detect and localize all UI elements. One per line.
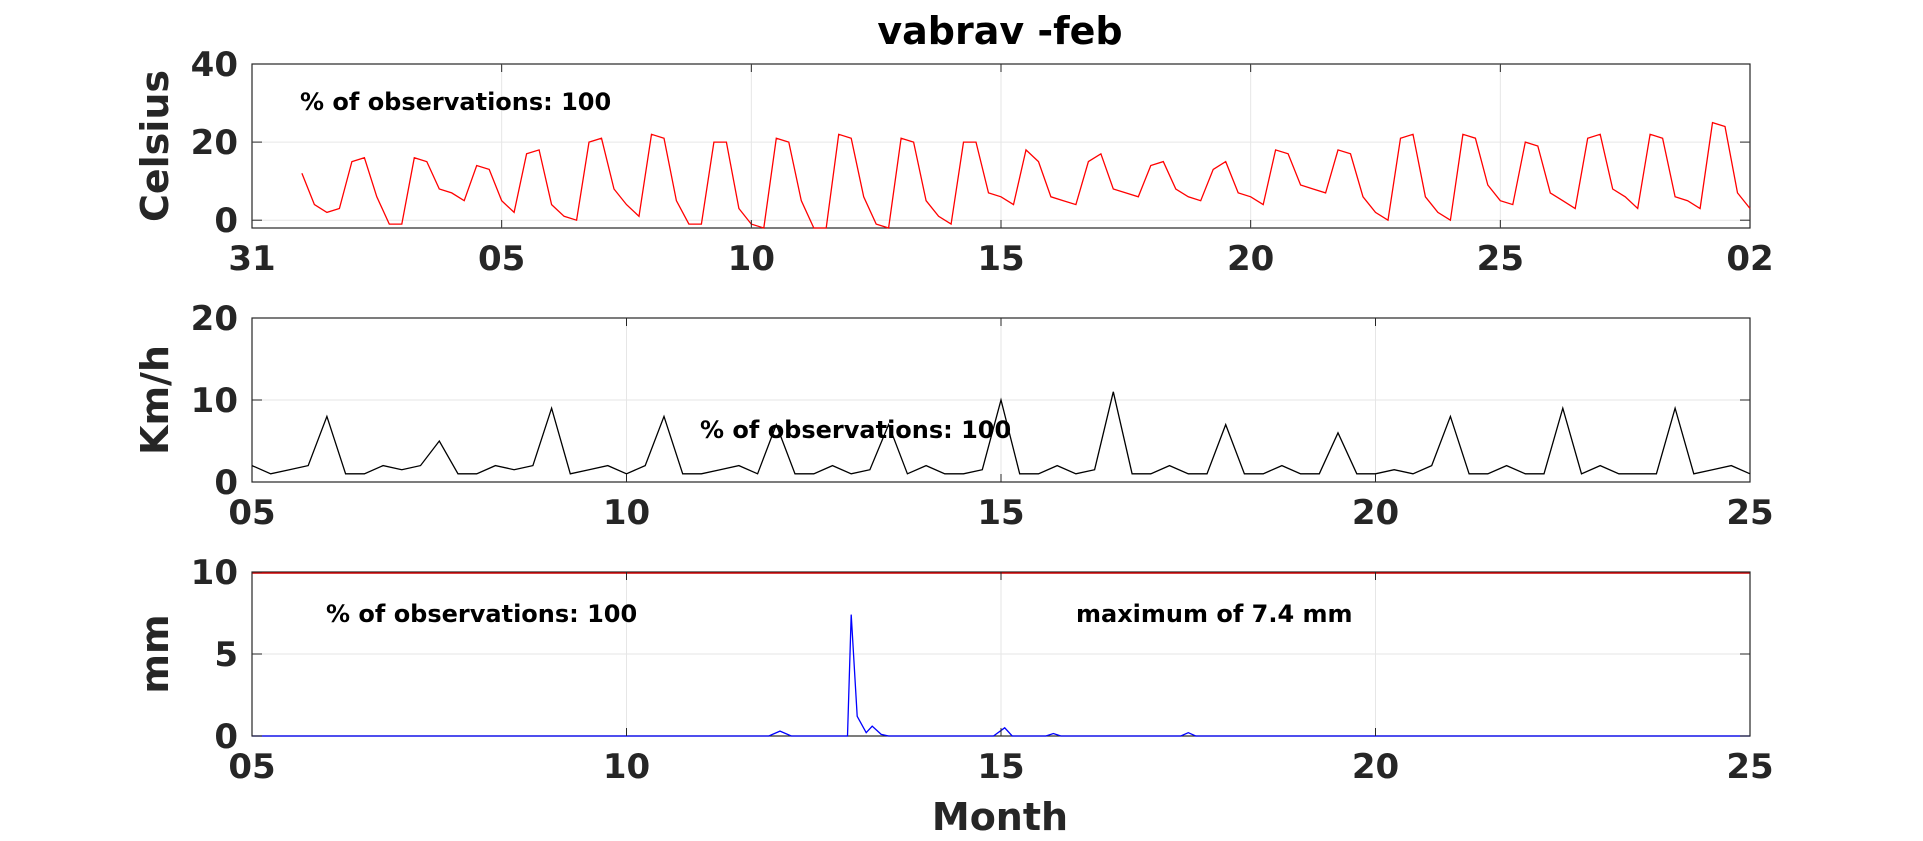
x-tick-label: 20 bbox=[1227, 239, 1274, 279]
x-tick-label: 05 bbox=[478, 239, 525, 279]
y-tick-label: 10 bbox=[191, 553, 238, 593]
x-tick-label: 10 bbox=[728, 239, 775, 279]
wind-series-line bbox=[251, 391, 1751, 475]
x-tick-label: 25 bbox=[1477, 239, 1524, 279]
observations-annotation-temperature: % of observations: 100 bbox=[300, 88, 611, 116]
y-tick-label: 20 bbox=[191, 299, 238, 339]
x-tick-labels-wind: 05 10 15 20 25 bbox=[228, 318, 1774, 533]
grid-precipitation bbox=[252, 572, 1750, 736]
x-tick-labels-temperature: 31 05 10 15 20 25 02 bbox=[228, 64, 1774, 279]
temperature-series-line bbox=[301, 121, 1751, 229]
x-tick-label: 05 bbox=[228, 747, 275, 787]
y-tick-labels-temperature: 0 20 40 bbox=[191, 45, 1750, 241]
figure-title: vabrav -feb bbox=[877, 9, 1122, 53]
y-tick-label: 0 bbox=[214, 201, 238, 241]
x-axis-label-month: Month bbox=[932, 795, 1068, 839]
x-tick-label: 25 bbox=[1726, 493, 1773, 533]
x-tick-label: 20 bbox=[1352, 493, 1399, 533]
y-tick-label: 20 bbox=[191, 123, 238, 163]
x-tick-label: 15 bbox=[977, 493, 1024, 533]
x-tick-label: 10 bbox=[603, 493, 650, 533]
x-tick-label: 02 bbox=[1726, 239, 1773, 279]
y-tick-label: 10 bbox=[191, 381, 238, 421]
y-axis-label-celsius: Celsius bbox=[133, 70, 177, 222]
x-tick-label: 31 bbox=[228, 239, 275, 279]
panel-wind: 0 10 20 05 10 15 20 25 Km/h % of observations:… bbox=[133, 299, 1774, 533]
x-tick-label: 20 bbox=[1352, 747, 1399, 787]
x-tick-labels-precipitation: 05 10 15 20 25 bbox=[228, 572, 1774, 787]
panel-temperature: 0 20 40 31 05 10 15 20 25 02 Celsius % of observ… bbox=[133, 45, 1774, 279]
x-tick-label: 10 bbox=[603, 747, 650, 787]
maximum-annotation-precipitation: maximum of 7.4 mm bbox=[1076, 600, 1353, 628]
observations-annotation-precipitation: % of observations: 100 bbox=[326, 600, 637, 628]
y-tick-labels-wind: 0 10 20 bbox=[191, 299, 1750, 503]
y-tick-label: 0 bbox=[214, 463, 238, 503]
y-axis-label-kmh: Km/h bbox=[133, 345, 177, 455]
y-tick-label: 5 bbox=[214, 635, 238, 675]
y-tick-label: 40 bbox=[191, 45, 238, 85]
x-tick-label: 25 bbox=[1726, 747, 1773, 787]
y-tick-label: 0 bbox=[214, 717, 238, 757]
observations-annotation-wind: % of observations: 100 bbox=[700, 416, 1011, 444]
x-tick-label: 15 bbox=[977, 239, 1024, 279]
x-tick-label: 15 bbox=[977, 747, 1024, 787]
precipitation-series-line bbox=[252, 614, 1750, 737]
x-tick-label: 05 bbox=[228, 493, 275, 533]
y-tick-labels-precipitation: 0 5 10 bbox=[191, 553, 1750, 757]
y-axis-label-mm: mm bbox=[133, 614, 177, 693]
